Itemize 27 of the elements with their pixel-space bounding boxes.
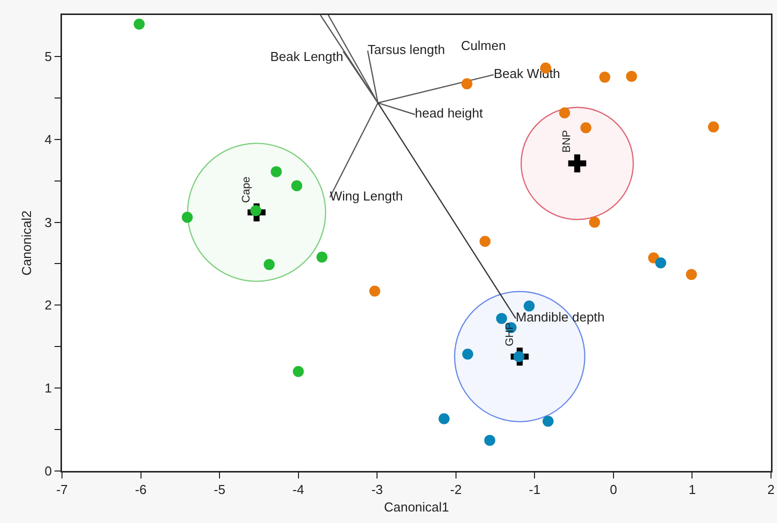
y-tick-label: 1 [44,380,52,396]
y-tick-label: 2 [44,298,52,313]
x-tick-label: 1 [688,482,696,498]
x-tick-label: -3 [371,482,383,498]
x-tick-label: -5 [214,482,226,498]
annotation: Culmen [461,38,506,53]
series-label: Tarsus length [368,42,445,57]
x-tick-label: 2 [767,482,775,498]
x-tick-label: -2 [450,482,462,498]
y-tick-label: 5 [44,49,52,64]
text: BNP [560,130,573,153]
x-tick-label: 0 [610,482,618,498]
x-tick-label: -6 [135,482,147,498]
x-tick-label: -7 [56,482,68,498]
y-tick-label: 3 [44,214,52,230]
text: Cape [240,176,252,203]
x-tick-label: -4 [292,482,304,498]
series-label: head height [414,106,484,121]
x-axis-title: Canonical1 [384,499,450,514]
y-tick-label: 4 [44,132,52,147]
series-label: Beak Length [270,49,344,64]
y-tick-label: 0 [44,464,52,479]
series-label: Mandible depth [516,310,605,325]
x-tick-label: -1 [528,482,540,498]
text: GHP [504,322,516,346]
y-axis-title: Canonical2 [18,210,34,276]
series-label: Wing Length [330,188,403,204]
